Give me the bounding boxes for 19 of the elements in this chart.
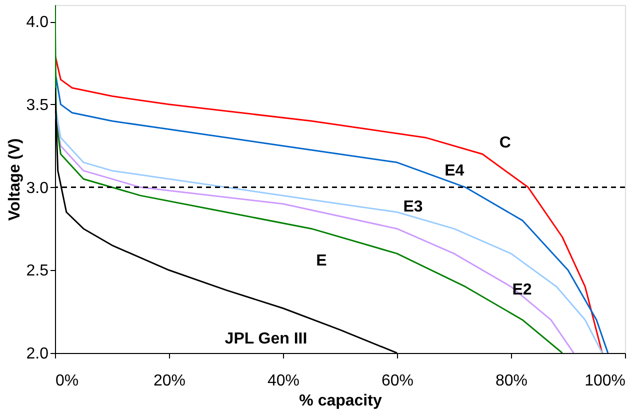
- series-label: C: [499, 134, 512, 152]
- x-tick-label: 0%: [56, 372, 79, 390]
- x-tick-label: 80%: [495, 372, 528, 390]
- y-axis-title: Voltage (V): [6, 138, 24, 221]
- y-tick-label: 2.5: [26, 262, 49, 280]
- y-tick-label: 4.0: [26, 14, 49, 32]
- x-tick-label: 60%: [381, 372, 414, 390]
- series-label: E2: [512, 282, 532, 299]
- y-tick-label: 2.0: [26, 346, 49, 362]
- x-axis-title: % capacity: [299, 392, 382, 410]
- x-tick-label: 100%: [584, 372, 626, 390]
- series-label: E4: [444, 162, 464, 180]
- x-tick-label: 20%: [153, 372, 186, 390]
- series-label: E3: [403, 198, 423, 216]
- x-tick-label: 40%: [267, 372, 300, 390]
- y-tick-label: 3.0: [26, 180, 49, 197]
- y-tick-label: 3.5: [26, 96, 49, 114]
- series-label: JPL Gen III: [224, 330, 308, 348]
- series-label: E: [316, 252, 328, 270]
